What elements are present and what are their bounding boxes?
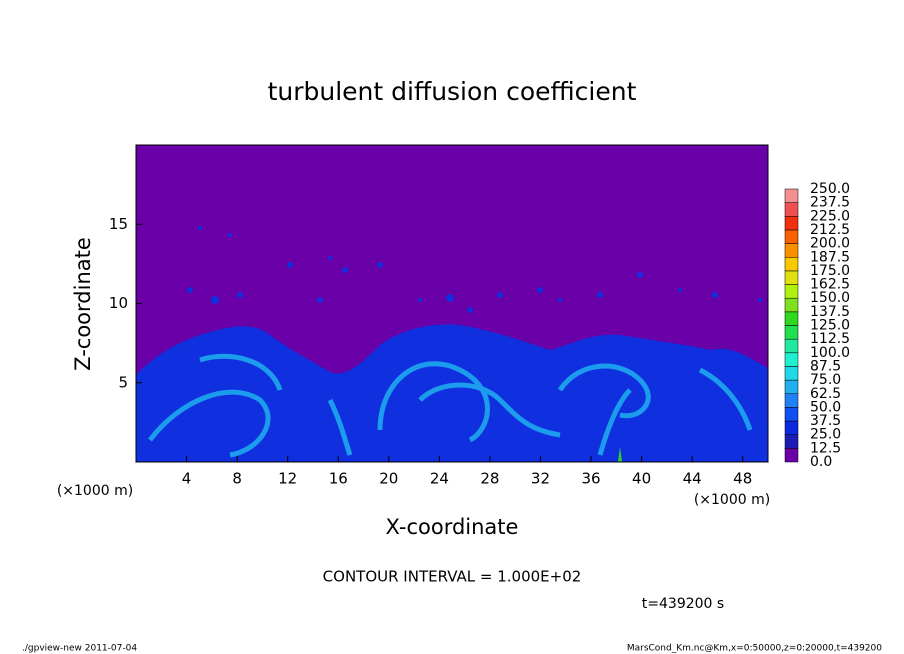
x-tick-label: 24 (430, 470, 449, 488)
x-axis-label: X-coordinate (386, 515, 519, 539)
colorbar-bin (784, 216, 799, 231)
colorbar-bin (784, 352, 799, 367)
colorbar-label: 162.5 (810, 277, 850, 293)
y-tick-label: 5 (118, 373, 128, 391)
colorbar-bin (784, 379, 799, 395)
y-tick-label: 15 (109, 215, 128, 233)
x-tick-label: 16 (329, 470, 348, 488)
colorbar-label: 87.5 (810, 358, 841, 374)
colorbar-bin (784, 434, 799, 449)
x-tick-label: 44 (683, 470, 702, 488)
x-tick-label: 4 (182, 470, 192, 488)
x-tick-label: 48 (733, 470, 752, 488)
x-unit: (×1000 m) (694, 492, 770, 508)
x-tick-label: 28 (480, 470, 499, 488)
colorbar-label: 200.0 (810, 236, 850, 252)
colorbar-bin (784, 202, 799, 217)
colorbar-label: 12.5 (810, 440, 841, 456)
colorbar-label: 250.0 (810, 181, 850, 197)
colorbar-label: 37.5 (810, 413, 841, 429)
colorbar-bin (784, 188, 799, 203)
colorbar-bin (784, 420, 799, 435)
y-axis-label: Z-coordinate (71, 237, 95, 371)
field (136, 145, 768, 462)
colorbar-label: 62.5 (810, 386, 841, 402)
footer-right: MarsCond_Km.nc@Km,x=0:50000,z=0:20000,t=… (627, 644, 882, 654)
colorbar-bin (784, 229, 799, 244)
colorbar-bin (784, 297, 799, 313)
colorbar-bin (784, 407, 799, 422)
footer-left: ./gpview-new 2011-07-04 (22, 644, 137, 654)
time-note: t=439200 s (642, 596, 724, 612)
colorbar-label: 225.0 (810, 208, 850, 224)
x-tick-label: 32 (531, 470, 550, 488)
field-swirls (148, 353, 753, 458)
x-tick-label: 36 (581, 470, 600, 488)
colorbar-bin (784, 257, 799, 272)
field-spots (187, 226, 762, 313)
field-peak (618, 447, 622, 462)
colorbar-bin (784, 284, 799, 299)
colorbar-bin (784, 338, 799, 354)
colorbar-label: 112.5 (810, 331, 850, 347)
colorbar-bin (784, 325, 799, 340)
colorbar-label: 25.0 (810, 427, 841, 443)
colorbar-label: 175.0 (810, 263, 850, 279)
colorbar-bin (784, 393, 799, 408)
colorbar-label: 212.5 (810, 222, 850, 238)
colorbar-label: 50.0 (810, 399, 841, 415)
colorbar-label: 137.5 (810, 304, 850, 320)
colorbar-bin (784, 366, 799, 381)
x-tick-label: 20 (379, 470, 398, 488)
y-tick-label: 10 (109, 294, 128, 312)
colorbar-bin (784, 311, 799, 326)
colorbar-label: 125.0 (810, 318, 850, 334)
y-unit: (×1000 m) (57, 483, 133, 499)
x-tick-label: 8 (232, 470, 242, 488)
colorbar-bin (784, 243, 799, 258)
colorbar-label: 187.5 (810, 249, 850, 265)
colorbar-label: 100.0 (810, 345, 850, 361)
x-tick-label: 40 (632, 470, 651, 488)
colorbar-bin (784, 270, 799, 285)
colorbar-label: 0.0 (810, 454, 832, 470)
chart-title: turbulent diffusion coefficient (268, 77, 637, 106)
colorbar-bin (784, 448, 799, 463)
colorbar-label: 150.0 (810, 290, 850, 306)
colorbar-label: 75.0 (810, 372, 841, 388)
x-tick-label: 12 (278, 470, 297, 488)
colorbar-label: 237.5 (810, 195, 850, 211)
contour-note: CONTOUR INTERVAL = 1.000E+02 (323, 568, 582, 586)
